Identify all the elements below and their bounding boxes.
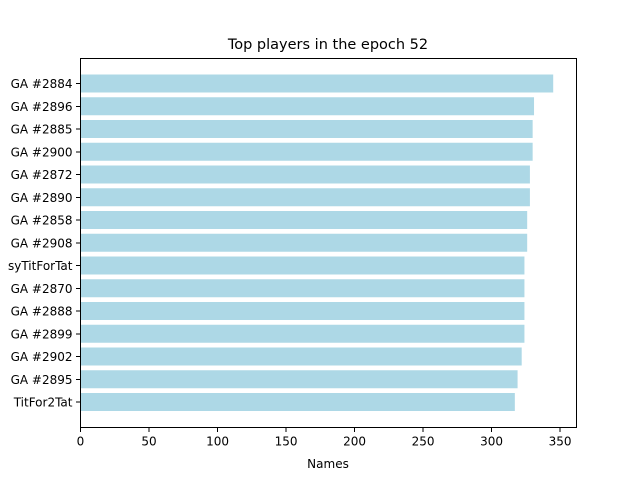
plot-frame <box>80 58 577 428</box>
y-axis-ticks: GA #2884 GA #2896 GA #2885 GA #2900 GA #2872… <box>8 77 81 410</box>
x-axis-ticks: 0 50 100 150 200 250 300 350 <box>77 427 572 449</box>
bar <box>80 74 554 93</box>
x-tick-label: 250 <box>412 435 435 449</box>
y-tick-label: GA #2872 <box>11 168 73 182</box>
x-tick-label: 100 <box>206 435 229 449</box>
y-tick-label: GA #2895 <box>11 373 73 387</box>
bar <box>80 97 535 116</box>
y-tick-label: GA #2888 <box>11 305 73 319</box>
y-tick-label: GA #2884 <box>11 77 73 91</box>
x-tick-label: 50 <box>141 435 156 449</box>
bar <box>80 302 525 320</box>
y-tick-label: syTitForTat <box>8 259 73 273</box>
y-tick-label: GA #2885 <box>11 123 73 137</box>
x-axis-label: Names <box>307 457 349 471</box>
y-tick-label: GA #2899 <box>11 327 73 341</box>
x-tick-label: 300 <box>480 435 503 449</box>
y-tick-label: GA #2896 <box>11 100 73 114</box>
x-tick-label: 150 <box>275 435 298 449</box>
y-tick-label: GA #2870 <box>11 282 73 296</box>
bar <box>80 393 515 411</box>
x-tick-label: 350 <box>549 435 572 449</box>
bar <box>80 188 530 207</box>
bar <box>80 370 518 389</box>
bar <box>80 165 530 184</box>
y-tick-label: GA #2890 <box>11 191 73 205</box>
bar <box>80 279 525 298</box>
x-tick-label: 0 <box>77 435 85 449</box>
bar <box>80 120 533 138</box>
bars-group <box>80 74 554 411</box>
y-tick-label: GA #2858 <box>11 214 73 228</box>
bar <box>80 142 533 161</box>
y-tick-label: GA #2902 <box>11 350 73 364</box>
bar <box>80 347 522 366</box>
bar <box>80 211 528 229</box>
bar <box>80 256 525 275</box>
x-tick-label: 200 <box>343 435 366 449</box>
y-tick-label: GA #2900 <box>11 145 73 159</box>
y-tick-label: GA #2908 <box>11 236 73 250</box>
bar <box>80 324 525 343</box>
y-tick-label: TitFor2Tat <box>13 396 73 410</box>
bar <box>80 233 528 252</box>
chart-title: Top players in the epoch 52 <box>227 37 428 53</box>
